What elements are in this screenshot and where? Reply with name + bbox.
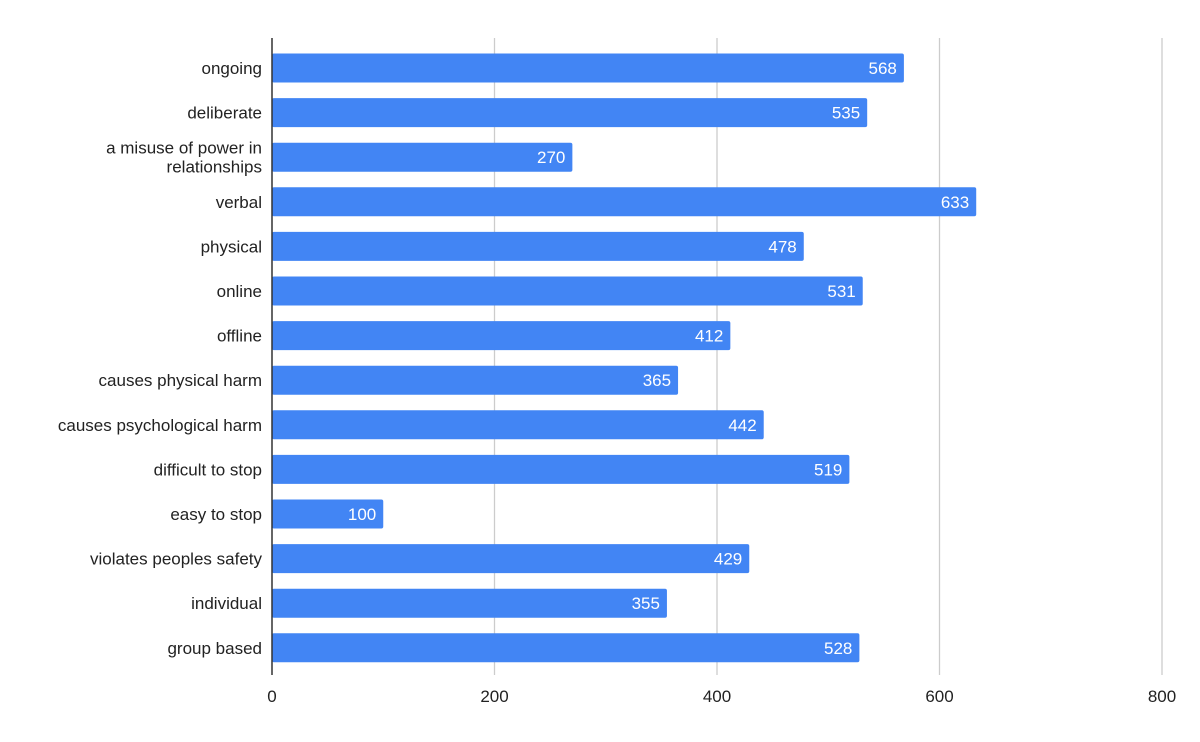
x-axis-tick-labels: 0 200 400 600 800	[267, 687, 1176, 706]
bar	[272, 588, 667, 618]
category-label: offline	[217, 327, 262, 346]
bar	[272, 410, 764, 440]
category-label: a misuse of power in relationships	[106, 139, 262, 177]
bar-value-label: 100	[348, 505, 376, 524]
bar	[272, 633, 860, 663]
bar	[272, 499, 384, 529]
bar	[272, 454, 850, 484]
category-label: group based	[167, 639, 262, 658]
gridlines	[493, 38, 1163, 675]
bar	[272, 276, 863, 306]
category-label: violates peoples safety	[90, 550, 262, 569]
bar	[272, 53, 904, 83]
category-label: deliberate	[187, 104, 262, 123]
category-label: difficult to stop	[154, 460, 262, 479]
category-label: verbal	[216, 193, 262, 212]
bar-value-label: 528	[824, 639, 852, 658]
x-tick-label: 800	[1148, 687, 1176, 706]
bar-value-label: 478	[768, 237, 796, 256]
bar-value-label: 531	[827, 282, 855, 301]
x-tick-label: 600	[925, 687, 953, 706]
category-label: individual	[191, 594, 262, 613]
bar-value-label: 270	[537, 148, 565, 167]
category-label: easy to stop	[170, 505, 262, 524]
category-labels: ongoing deliberate a misuse of power in rel…	[58, 59, 263, 658]
category-label: ongoing	[201, 59, 262, 78]
bar-value-label: 355	[632, 594, 660, 613]
bar	[272, 187, 977, 217]
bar-value-label: 568	[869, 59, 897, 78]
bar-value-label: 519	[814, 460, 842, 479]
bars: 568 535 270 633 478 531 412 365 442 519 100 429 355 5…	[272, 53, 977, 663]
bar-value-label: 365	[643, 371, 671, 390]
x-tick-label: 400	[703, 687, 731, 706]
bar-value-label: 429	[714, 550, 742, 569]
bar	[272, 231, 804, 261]
category-label: causes psychological harm	[58, 416, 262, 435]
x-tick-label: 200	[480, 687, 508, 706]
bar-value-label: 412	[695, 327, 723, 346]
bar	[272, 321, 731, 351]
bar-value-label: 442	[728, 416, 756, 435]
category-label: causes physical harm	[99, 371, 262, 390]
bar	[272, 98, 868, 128]
bar-value-label: 633	[941, 193, 969, 212]
bar-value-label: 535	[832, 104, 860, 123]
category-label: online	[217, 282, 262, 301]
bar	[272, 142, 573, 172]
x-tick-label: 0	[267, 687, 276, 706]
bar	[272, 365, 679, 395]
category-label: physical	[201, 237, 262, 256]
bar	[272, 544, 750, 574]
